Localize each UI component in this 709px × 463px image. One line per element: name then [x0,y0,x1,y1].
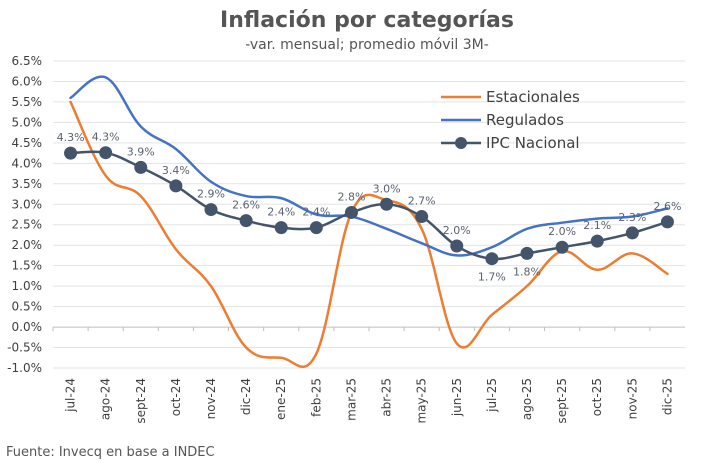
x-axis: jul-24 ago-24 sept-24 oct-24 nov-24 dic-24 ene… [52,327,674,424]
x-tick-label: dic-24 [239,378,253,415]
data-label: 2.1% [583,219,611,232]
ipc-point [415,210,429,224]
y-tick-label: -1.0% [7,361,42,375]
data-label: 2.8% [337,190,365,203]
y-tick-label: 1.5% [12,259,43,273]
x-tick-label: dic-25 [660,378,674,415]
x-tick-label: oct-25 [590,378,604,416]
y-tick-label: 1.0% [12,279,43,293]
y-tick-label: 5.0% [12,115,43,129]
x-tick-label: nov-24 [204,378,218,419]
y-tick-label: 0.0% [12,320,43,334]
ipc-point [274,221,288,235]
y-tick-label: 3.5% [12,177,43,191]
data-label: 1.7% [478,271,506,284]
data-label: 1.8% [513,265,541,278]
y-tick-label: -0.5% [7,341,42,355]
y-tick-label: 6.0% [12,74,43,88]
x-tick-label: ago-25 [520,378,534,420]
x-tick-label: ago-24 [99,378,113,420]
y-tick-label: 4.5% [12,136,43,150]
legend-marker [455,137,467,149]
series-line-ipc-nacional [69,150,669,261]
data-label: 3.9% [127,145,155,158]
x-tick-label: jul-24 [64,378,78,413]
legend-label: Regulados [486,111,564,129]
y-tick-label: 3.0% [12,197,43,211]
y-axis: 6.5% 6.0% 5.5% 5.0% 4.5% 4.0% 3.5% 3.0% 2.5% 2.0%… [7,54,42,375]
ipc-point [204,203,218,217]
legend: Estacionales Regulados IPC Nacional [441,88,580,152]
ipc-point [309,221,323,235]
y-tick-label: 2.0% [12,238,43,252]
x-tick-label: abr-25 [380,378,394,417]
ipc-point [485,252,499,266]
data-label: 4.3% [57,131,85,144]
x-tick-label: mar-25 [344,378,358,421]
ipc-point [239,214,253,228]
source-note: Fuente: Invecq en base a INDEC [6,445,215,460]
ipc-point [134,160,148,174]
ipc-point [625,226,639,240]
x-tick-label: sept-25 [555,378,569,424]
data-label: 2.9% [197,188,225,201]
ipc-point [450,239,464,253]
data-label: 2.6% [653,200,681,213]
chart-title: Inflación por categorías [220,8,514,33]
legend-label: IPC Nacional [486,134,580,152]
x-tick-label: oct-24 [169,378,183,416]
data-label: 2.7% [408,195,436,208]
series-line-regulados [69,75,669,257]
y-tick-label: 5.5% [12,95,43,109]
x-tick-label: feb-25 [309,378,323,417]
data-label: 2.4% [267,206,295,219]
data-label: 3.4% [162,164,190,177]
y-tick-label: 0.5% [12,300,43,314]
x-tick-label: sept-24 [134,378,148,424]
data-label: 2.0% [443,224,471,237]
x-tick-label: may-25 [415,378,429,424]
ipc-point [99,146,113,160]
data-label: 2.0% [548,225,576,238]
ipc-point [344,205,358,219]
series-lines [69,75,669,368]
x-tick-label: jun-25 [450,378,464,417]
chart-subtitle: -var. mensual; promedio móvil 3M- [245,37,489,53]
y-tick-label: 4.0% [12,156,43,170]
data-label: 2.3% [618,211,646,224]
data-label: 2.4% [302,206,330,219]
ipc-point [520,246,534,260]
y-tick-label: 2.5% [12,218,43,232]
data-label: 4.3% [92,131,120,144]
data-label: 3.0% [373,182,401,195]
ipc-point [555,240,569,254]
y-tick-label: 6.5% [12,54,43,68]
ipc-point [64,146,78,160]
ipc-point [380,197,394,211]
ipc-markers [64,146,674,266]
legend-label: Estacionales [486,88,580,106]
x-tick-label: nov-25 [625,378,639,419]
x-tick-label: jul-25 [485,378,499,413]
ipc-point [660,215,674,229]
ipc-point [169,179,183,193]
gridlines [53,60,685,369]
x-tick-label: ene-25 [274,378,288,420]
data-labels: 4.3% 4.3% 3.9% 3.4% 2.9% 2.6% 2.4% 2.4% 2.8% 3.0%… [57,131,682,284]
ipc-point [590,234,604,248]
data-label: 2.6% [232,199,260,212]
